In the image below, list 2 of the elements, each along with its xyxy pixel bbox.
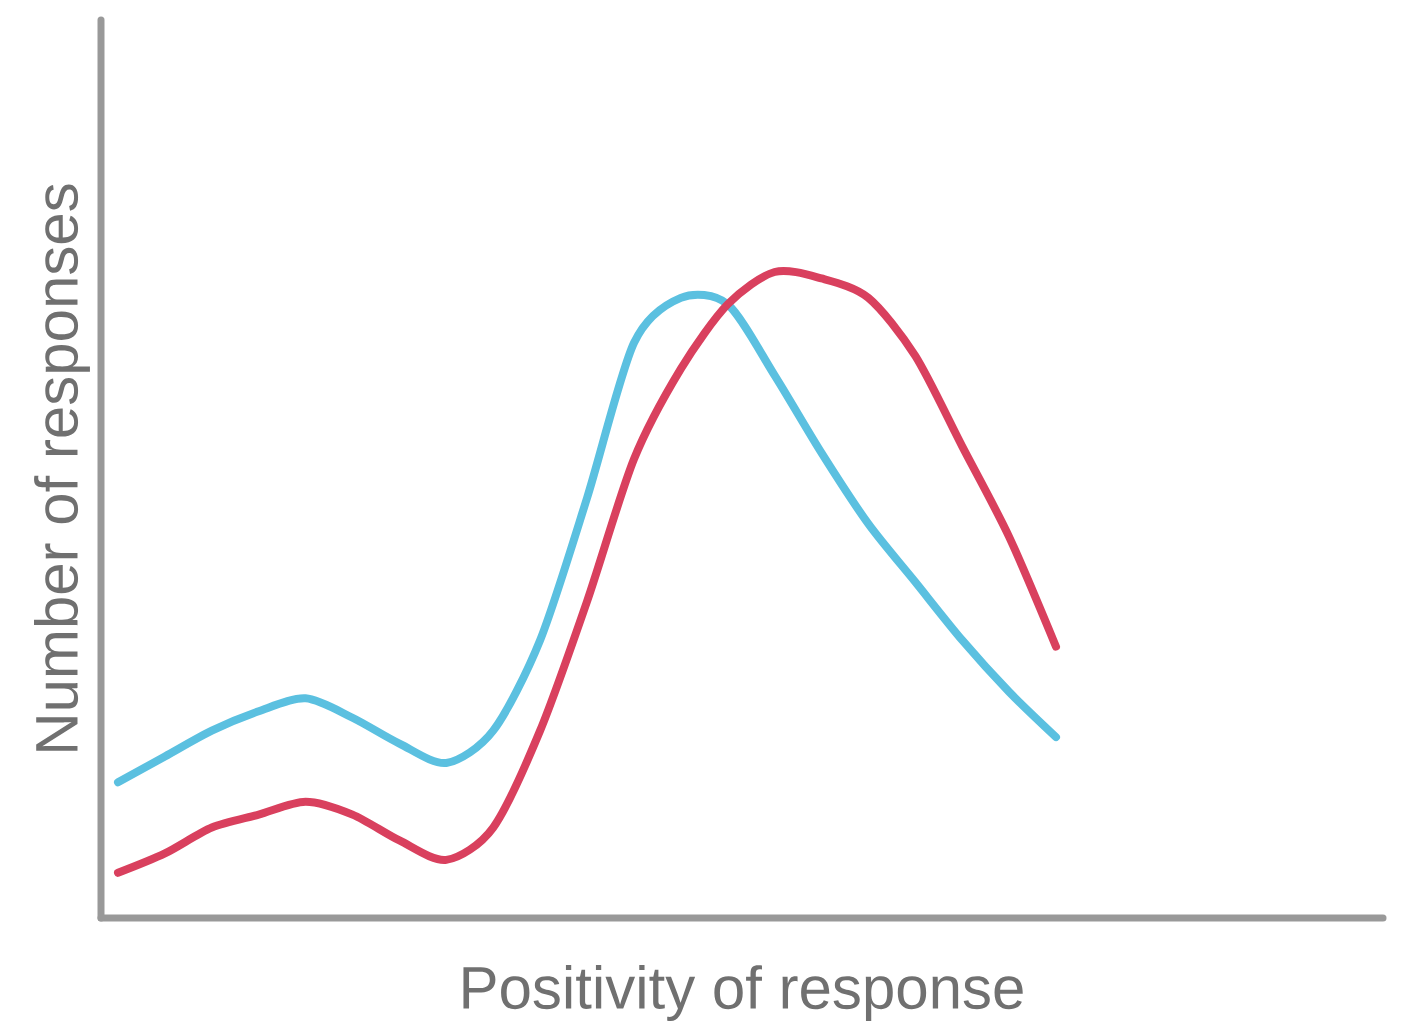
x-axis-title: Positivity of response bbox=[463, 965, 1023, 1022]
y-axis-title: Number of responses bbox=[34, 184, 90, 752]
